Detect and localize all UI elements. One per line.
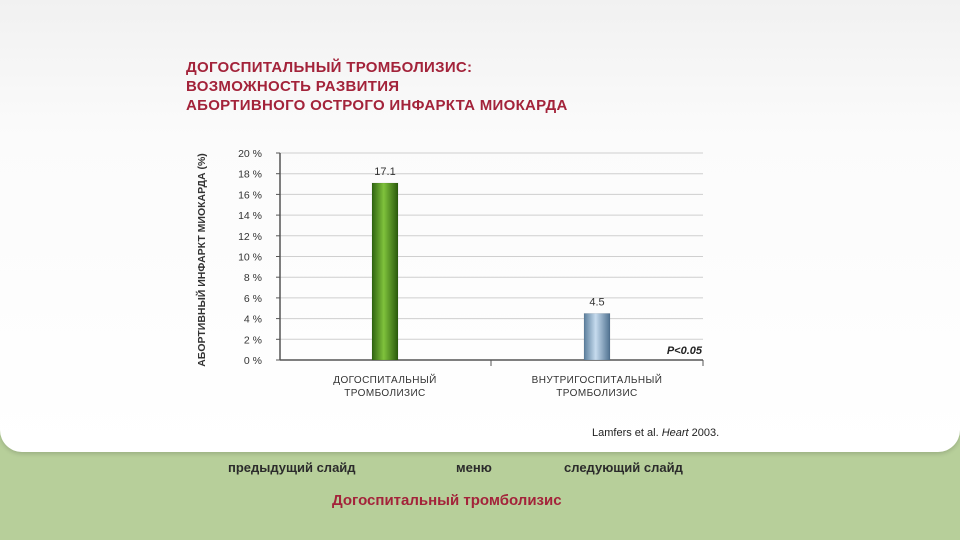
bar-chart: 0 %2 %4 %6 %8 %10 %12 %14 %16 %18 %20 % …: [195, 148, 704, 399]
y-tick-label: 12 %: [238, 231, 262, 243]
bar-2: [583, 313, 611, 361]
data-label: 17.1: [374, 166, 395, 178]
citation: Lamfers et al. Heart 2003.: [592, 427, 719, 439]
y-axis-label: АБОРТИВНЫЙ ИНФАРКТ МИОКАРДА (%): [195, 153, 208, 367]
slide-title-line: ВОЗМОЖНОСТЬ РАЗВИТИЯ: [186, 78, 400, 95]
y-tick-label: 2 %: [244, 334, 262, 346]
bar-1: [371, 182, 399, 361]
x-category-label: ДОГОСПИТАЛЬНЫЙ: [333, 373, 436, 386]
x-category-label: ТРОМБОЛИЗИС: [344, 388, 425, 399]
y-tick-label: 4 %: [244, 314, 262, 326]
y-tick-label: 8 %: [244, 272, 262, 284]
y-tick-label: 14 %: [238, 210, 262, 222]
y-tick-labels: 0 % 2 % 4 % 6 % 8 % 10 % 12 % 14 % 16 % 18 % 20 %: [238, 148, 262, 367]
y-tick-label: 0 %: [244, 355, 262, 367]
footer-title: Догоспитальный тромболизис: [332, 492, 562, 509]
citation-author: Lamfers et al.: [592, 427, 659, 439]
next-slide-link[interactable]: следующий слайд: [564, 460, 683, 475]
y-tick-label: 16 %: [238, 189, 262, 201]
y-tick-label: 10 %: [238, 252, 262, 264]
chart-gridlines: [280, 152, 703, 340]
x-category-label: ТРОМБОЛИЗИС: [556, 388, 637, 399]
menu-link[interactable]: меню: [456, 460, 492, 475]
chart-axes: [276, 152, 704, 366]
x-category-label: ВНУТРИГОСПИТАЛЬНЫЙ: [532, 373, 663, 386]
prev-slide-link[interactable]: предыдущий слайд: [228, 460, 356, 475]
x-category-labels: ДОГОСПИТАЛЬНЫЙ ТРОМБОЛИЗИС ВНУТРИГОСПИТАЛЬ…: [333, 373, 662, 399]
citation-journal: Heart: [661, 427, 689, 439]
chart-data-labels: 17.1 4.5: [374, 166, 604, 308]
data-label: 4.5: [589, 296, 604, 308]
citation-year: 2003.: [691, 427, 720, 439]
y-tick-label: 18 %: [238, 169, 262, 181]
y-tick-label: 6 %: [244, 293, 262, 305]
chart-bars: [371, 182, 611, 361]
slide-title-line: ДОГОСПИТАЛЬНЫЙ ТРОМБОЛИЗИС:: [186, 59, 473, 76]
slide-title: ДОГОСПИТАЛЬНЫЙ ТРОМБОЛИЗИС: ВОЗМОЖНОСТЬ …: [186, 58, 568, 115]
slide-title-line: АБОРТИВНОГО ОСТРОГО ИНФАРКТА МИОКАРДА: [186, 97, 568, 114]
p-value-annotation: P<0.05: [667, 345, 703, 357]
slide: ДОГОСПИТАЛЬНЫЙ ТРОМБОЛИЗИС: ВОЗМОЖНОСТЬ …: [0, 0, 960, 452]
y-tick-label: 20 %: [238, 148, 262, 160]
